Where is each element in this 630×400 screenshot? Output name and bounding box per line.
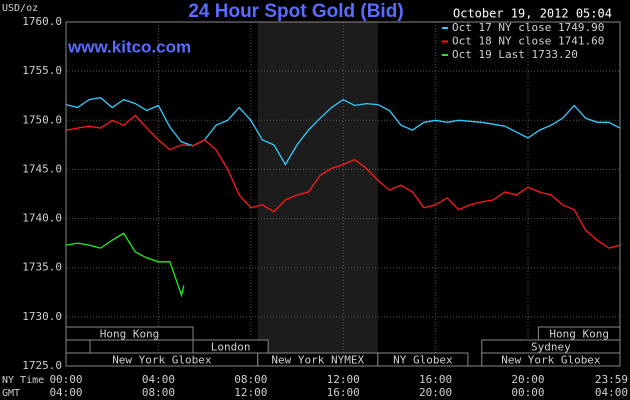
x-tick-label: 08:00 [234,373,267,386]
y-tick-label: 1730.0 [22,310,62,323]
plot-frame [65,21,621,367]
session-label: Hong Kong [549,328,609,341]
x-row-label: NY Time [2,375,44,386]
y-tick-label: 1740.0 [22,212,62,225]
chart-title: 24 Hour Spot Gold (Bid) [188,1,403,22]
series-line [65,114,621,249]
y-axis-unit: USD/oz [2,3,38,14]
x2-tick-label: 12:00 [234,386,267,399]
line-layer [65,97,621,298]
x-tick-label: 23:59 [595,373,628,386]
source: www.kitco.com [67,37,191,56]
session-label: NY Globex [393,354,453,367]
legend-label: Oct 18 NY close 1741.60 [452,35,604,48]
session-highlight [257,22,378,366]
session-label: New York Globex [112,354,212,367]
x2-tick-label: 20:00 [419,386,452,399]
x-tick-label: 12:00 [327,373,360,386]
x2-row-label: GMT [2,388,20,399]
legend-label: Oct 19 Last 1733.20 [452,48,578,61]
series-line [65,97,621,166]
x-tick-label: 20:00 [511,373,544,386]
session-label: Hong Kong [100,328,160,341]
timestamp: October 19, 2012 05:04 [453,7,612,21]
session-label: Sydney [531,341,571,354]
background-layer [257,22,378,366]
x-tick-label: 16:00 [419,373,452,386]
y-tick-label: 1750.0 [22,113,62,126]
x2-tick-label: 04:00 [595,386,628,399]
y-tick-label: 1735.0 [22,261,62,274]
y-tick-label: 1745.0 [22,162,62,175]
session-label: New York Globex [501,354,601,367]
y-tick-label: 1725.0 [22,359,62,372]
y-tick-label: 1755.0 [22,64,62,77]
x2-tick-label: 04:00 [49,386,82,399]
x2-tick-label: 00:00 [511,386,544,399]
x2-tick-label: 08:00 [142,386,175,399]
x-tick-label: 04:00 [142,373,175,386]
x2-tick-label: 16:00 [327,386,360,399]
legend-label: Oct 17 NY close 1749.90 [452,21,604,34]
x-tick-label: 00:00 [49,373,82,386]
series-line [65,232,185,298]
session-label: New York NYMEX [271,354,364,367]
session-label: London [211,341,251,354]
y-tick-label: 1760.0 [22,15,62,28]
